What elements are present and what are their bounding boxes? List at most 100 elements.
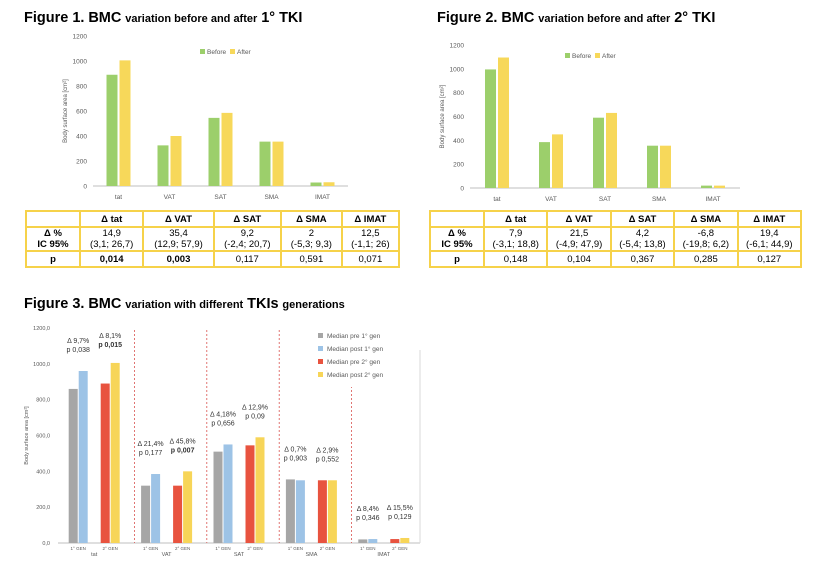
figure1-title-tail: 1° TKI (261, 10, 303, 26)
table-cell: 2 (-5,3; 9,3) (280, 226, 343, 252)
figure3-bar (245, 445, 255, 543)
figure2-bar (647, 145, 658, 188)
figure3-annotation-delta: Δ 4,18% (210, 411, 236, 418)
figure3-ytick-label: 800,0 (36, 398, 50, 404)
figure3-ytick-label: 400,0 (36, 469, 50, 475)
figure3-ytick-label: 600,0 (36, 434, 50, 440)
table-header-cell: Δ SMA (280, 210, 343, 228)
table-header-cell: Δ tat (482, 210, 549, 228)
figure2-legend-swatch (595, 53, 600, 58)
figure2-bar (593, 117, 604, 188)
table-cell: 9,2 (-2,4; 20,7) (212, 226, 283, 252)
figure1-category-label: SAT (214, 194, 226, 201)
figure3-group-label: 1° GEN (360, 546, 375, 551)
figure1-bar (157, 145, 169, 186)
figure3-annotation-p: p 0,552 (316, 456, 339, 463)
figure2-bar (552, 134, 563, 188)
table-header-cell: Δ VAT (142, 210, 215, 228)
figure2-category-label: IMAT (705, 196, 720, 203)
figure3-legend-swatch (318, 346, 323, 351)
figure3-annotation-delta: Δ 2,9% (316, 447, 338, 454)
figure1-category-label: tat (115, 194, 122, 201)
figure3-bar (223, 444, 233, 543)
figure2-bar (660, 145, 671, 188)
figure2-legend-swatch (565, 53, 570, 58)
table-cell: 12,5 (-1,1; 26) (340, 226, 401, 252)
figure2-legend-label: Before (572, 53, 592, 60)
table-header-cell (429, 210, 485, 228)
table-header-cell: Δ VAT (546, 210, 612, 228)
figure1-ytick-label: 400 (76, 134, 87, 141)
figure3-annotation-p: p 0,129 (388, 514, 411, 521)
figure3-legend-label: Median post 2° gen (327, 371, 383, 379)
figure3-bar (100, 383, 110, 543)
figure2-title-tail: 2° TKI (674, 10, 716, 26)
table-cell: 0,148 (482, 250, 549, 268)
figure3-title-rest: variation with different (125, 299, 244, 311)
figure3-bar (213, 451, 223, 543)
table-header-cell: Δ SAT (212, 210, 283, 228)
figure1-ytick-label: 1000 (73, 59, 88, 66)
figure1-stats-table: Δ tat Δ VAT Δ SAT Δ SMA Δ IMAT Δ % IC 95%… (25, 210, 401, 268)
figure1-ytick-label: 600 (76, 109, 87, 116)
figure3-annotation-p: p 0,038 (67, 347, 90, 354)
figure3-category-label: SMA (305, 552, 317, 558)
figure3-legend-label: Median post 1° gen (327, 345, 383, 353)
figure3-annotation-delta: Δ 0,7% (284, 446, 306, 453)
figure2-title-bmc: BMC (501, 10, 535, 26)
figure1-ytick-label: 0 (83, 184, 87, 191)
figure3-title-tkis: TKIs (247, 296, 279, 312)
figure3-annotation-delta: Δ 12,9% (242, 404, 268, 411)
table-cell: 0,003 (142, 250, 215, 268)
row-label-p: p (429, 250, 485, 268)
figure1-title-rest: variation before and after (125, 13, 258, 25)
figure3-group-label: 2° GEN (392, 546, 407, 551)
figure3-annotation-p: p 0,903 (284, 455, 307, 462)
figure1-ytick-label: 1200 (73, 34, 88, 41)
table-cell: 0,591 (280, 250, 343, 268)
table-cell: 0,367 (609, 250, 676, 268)
figure3-bar (317, 480, 327, 543)
table-cell: 21,5 (-4,9; 47,9) (546, 226, 612, 252)
table-cell: 0,285 (673, 250, 739, 268)
figure1-legend-label: After (237, 49, 252, 56)
figure1-legend-swatch (230, 49, 235, 54)
table-header-cell (25, 210, 81, 228)
figure2-y-axis-title: Body surface area [cm²] (440, 84, 446, 148)
figure3-annotation-delta: Δ 21,4% (138, 441, 164, 448)
figure3-annotation-delta: Δ 8,4% (357, 506, 379, 513)
table-header-cell: Δ IMAT (340, 210, 401, 228)
figure2-legend-label: After (602, 53, 617, 60)
figure3-category-label: IMAT (377, 552, 390, 558)
figure3-annotation-p: p 0,015 (98, 342, 122, 349)
figure2-bar (485, 69, 496, 188)
figure3-category-label: tat (91, 552, 98, 558)
figure3-bar (141, 485, 151, 543)
figure3-annotation-delta: Δ 8,1% (99, 333, 121, 340)
figure3-annotation-delta: Δ 15,5% (387, 505, 413, 512)
figure3-legend-box (314, 327, 412, 387)
figure3-title-bmc: BMC (88, 296, 122, 312)
table-cell: 19,4 (-6,1; 44,9) (736, 226, 803, 252)
figure3-group-label: 2° GEN (247, 546, 262, 551)
figure3-legend-swatch (318, 333, 323, 338)
figure3-y-axis-title: Body surface area [cm²] (24, 406, 30, 465)
figure3-category-label: SAT (234, 552, 245, 558)
table-cell: 0,014 (78, 250, 145, 268)
figure1-bar (323, 182, 335, 186)
figure1-bar (208, 117, 220, 186)
figure2-ytick-label: 800 (453, 90, 464, 97)
figure1-bar (272, 141, 284, 186)
table-cell: 7,9 (-3,1; 18,8) (482, 226, 549, 252)
row-label-p: p (25, 250, 81, 268)
row-label-delta: Δ % IC 95% (25, 226, 81, 252)
figure2-ytick-label: 1000 (450, 66, 465, 73)
figure1-ytick-label: 800 (76, 84, 87, 91)
figure2-title-rest: variation before and after (538, 13, 671, 25)
table-header-cell: Δ IMAT (736, 210, 803, 228)
figure2-ytick-label: 600 (453, 114, 464, 121)
table-header-cell: Δ tat (78, 210, 145, 228)
table-cell: 0,071 (340, 250, 401, 268)
figure1-bar (119, 60, 131, 186)
figure2-title-number: Figure 2. (437, 10, 498, 26)
